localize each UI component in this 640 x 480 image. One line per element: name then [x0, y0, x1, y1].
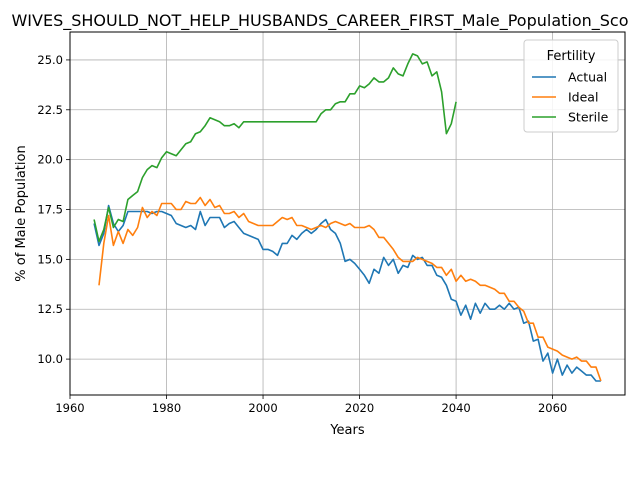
x-tick-label: 2040 [441, 401, 470, 415]
series-line-sterile [93, 53, 457, 243]
legend-entries: Actual Ideal Sterile [532, 70, 609, 125]
plot-frame [69, 31, 626, 396]
x-tick-label: 2020 [345, 401, 374, 415]
x-tick-label: 1980 [152, 401, 181, 415]
legend-label-ideal: Ideal [568, 90, 598, 105]
legend-label-sterile: Sterile [568, 110, 609, 125]
y-tick-label: 12.5 [37, 302, 63, 316]
series-lines [93, 53, 602, 382]
series-line-actual [93, 204, 601, 382]
legend-box [523, 39, 619, 133]
legend-label-actual: Actual [568, 70, 607, 85]
y-axis-label: % of Male Population [14, 145, 29, 281]
x-axis-label: Years [329, 423, 365, 438]
y-tick-label: 10.0 [37, 352, 63, 366]
series-line-ideal [98, 196, 602, 382]
y-tick-label: 17.5 [37, 203, 63, 217]
y-tick-label: 15.0 [37, 252, 63, 266]
y-tick-label: 22.5 [37, 103, 63, 117]
x-tick-label: 1960 [55, 401, 84, 415]
chart-title: WIVES_SHOULD_NOT_HELP_HUSBANDS_CAREER_FI… [11, 11, 628, 31]
x-tick-label: 2000 [248, 401, 277, 415]
x-tick-label: 2060 [538, 401, 567, 415]
legend-title: Fertility [547, 49, 596, 64]
legend: Fertility Actual Ideal Sterile [523, 39, 619, 133]
axis-ticks: 1960 1980 2000 2020 2040 2060 10.0 12.5 15.0 17.5… [37, 53, 567, 415]
y-tick-label: 25.0 [37, 53, 63, 67]
y-tick-label: 20.0 [37, 153, 63, 167]
